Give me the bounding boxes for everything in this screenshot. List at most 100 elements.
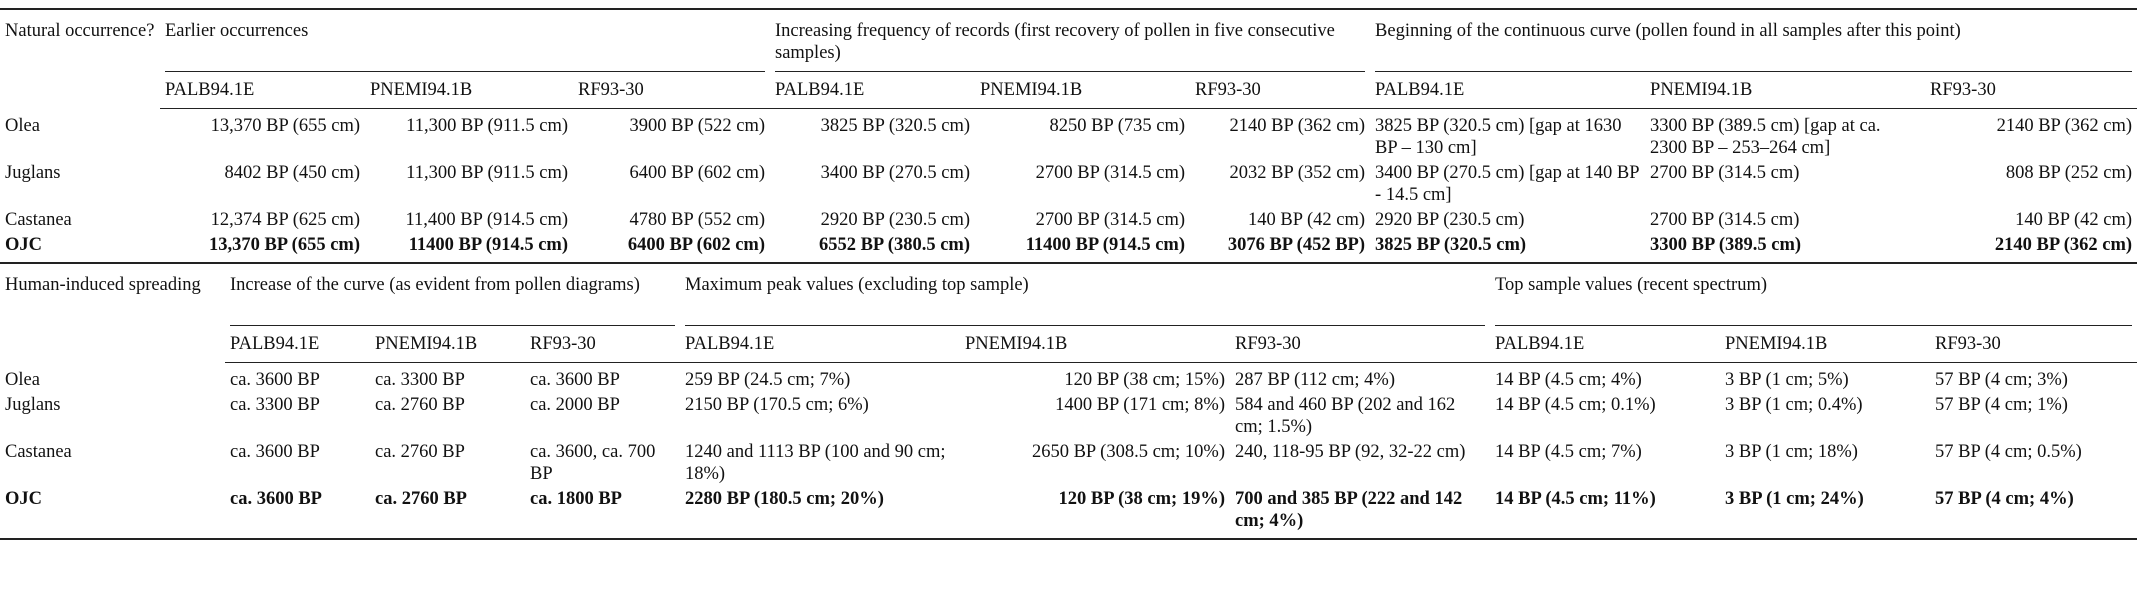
table-cell: 140 BP (42 cm) bbox=[1248, 210, 1366, 230]
table-cell: 6400 BP (602 cm) bbox=[627, 235, 765, 255]
table-cell: ca. 3600, ca. 700 BP bbox=[530, 442, 656, 484]
group-header-text: Beginning of the continuous curve (polle… bbox=[1375, 20, 2133, 72]
data-table: Human-induced spreading Increase of the c… bbox=[0, 264, 2137, 540]
table-cell: 259 BP (24.5 cm; 7%) bbox=[685, 370, 851, 390]
table-cell: 3076 BP (452 BP) bbox=[1227, 235, 1366, 255]
table-cell: 700 and 385 BP (222 and 142 cm; 4%) bbox=[1235, 489, 1463, 531]
table-cell: 11,400 BP (914.5 cm) bbox=[405, 210, 568, 230]
sub-header: PALB94.1E bbox=[1490, 326, 1721, 363]
table-row: Juglans 8402 BP (450 cm) 11,300 BP (911.5 … bbox=[0, 160, 2137, 207]
sub-header: PNEMI94.1B bbox=[975, 72, 1190, 109]
sub-header: RF93-30 bbox=[1930, 326, 2137, 363]
table-row: Juglans ca. 3300 BP ca. 2760 BP ca. 2000 BP… bbox=[0, 392, 2137, 439]
sub-header-row: PALB94.1E PNEMI94.1B RF93-30 PALB94.1E PNEMI… bbox=[0, 72, 2137, 109]
table-cell: 120 BP (38 cm; 19%) bbox=[1058, 489, 1226, 509]
table-row: Castanea ca. 3600 BP ca. 2760 BP ca. 3600, … bbox=[0, 439, 2137, 486]
table-cell: 3300 BP (389.5 cm) [gap at ca. 2300 BP –… bbox=[1650, 116, 1881, 158]
table-cell: 13,370 BP (655 cm) bbox=[210, 116, 360, 136]
group-header-text: Top sample values (recent spectrum) bbox=[1495, 274, 2133, 326]
table-cell: 3300 BP (389.5 cm) bbox=[1650, 235, 1802, 255]
group-header: Increase of the curve (as evident from p… bbox=[225, 264, 680, 326]
table-cell: ca. 3600 BP bbox=[230, 370, 320, 390]
table-body: Olea 13,370 BP (655 cm) 11,300 BP (911.5 c… bbox=[0, 109, 2137, 264]
table-cell: ca. 1800 BP bbox=[530, 489, 622, 509]
data-table: Natural occurrence? Earlier occurrences In… bbox=[0, 8, 2137, 264]
table-cell: 3400 BP (270.5 cm) bbox=[820, 163, 970, 183]
table-row: Castanea 12,374 BP (625 cm) 11,400 BP (914… bbox=[0, 207, 2137, 232]
table-cell: 14 BP (4.5 cm; 4%) bbox=[1495, 370, 1642, 390]
sub-header: PNEMI94.1B bbox=[1645, 72, 1926, 109]
group-header-text: Maximum peak values (excluding top sampl… bbox=[685, 274, 1486, 326]
table-cell: 3400 BP (270.5 cm) [gap at 140 BP - 14.5… bbox=[1375, 163, 1639, 205]
row-label: Olea bbox=[5, 369, 40, 390]
table-cell: 4780 BP (552 cm) bbox=[629, 210, 766, 230]
table-cell: 2700 BP (314.5 cm) bbox=[1650, 210, 1800, 230]
sub-header: PALB94.1E bbox=[770, 72, 975, 109]
row-label: OJC bbox=[5, 489, 42, 509]
sub-header: RF93-30 bbox=[525, 326, 681, 363]
table-cell: 2032 BP (352 cm) bbox=[1229, 163, 1366, 183]
table-cell: 11,300 BP (911.5 cm) bbox=[406, 163, 568, 183]
row-label: Castanea bbox=[5, 442, 72, 462]
table-cell: 3900 BP (522 cm) bbox=[629, 116, 766, 136]
table-cell: 2700 BP (314.5 cm) bbox=[1650, 163, 1800, 183]
table-cell: 8250 BP (735 cm) bbox=[1049, 116, 1186, 136]
table-cell: 287 BP (112 cm; 4%) bbox=[1235, 370, 1395, 390]
table-cell: 2280 BP (180.5 cm; 20%) bbox=[685, 489, 884, 509]
group-header: Maximum peak values (excluding top sampl… bbox=[680, 264, 1490, 326]
table-cell: ca. 3600 BP bbox=[230, 489, 322, 509]
table-cell: 2140 BP (362 cm) bbox=[1994, 235, 2133, 255]
table-cell: 3 BP (1 cm; 18%) bbox=[1725, 442, 1858, 462]
table-row: OJC 13,370 BP (655 cm) 11400 BP (914.5 cm)… bbox=[0, 232, 2137, 263]
corner-header: Human-induced spreading bbox=[5, 275, 201, 295]
table-cell: 6400 BP (602 cm) bbox=[629, 163, 766, 183]
sub-header: PNEMI94.1B bbox=[960, 326, 1231, 363]
group-header: Increasing frequency of records (first r… bbox=[770, 9, 1370, 72]
group-header: Beginning of the continuous curve (polle… bbox=[1370, 9, 2137, 72]
table-cell: 2920 BP (230.5 cm) bbox=[820, 210, 970, 230]
sub-header-row: PALB94.1E PNEMI94.1B RF93-30 PALB94.1E PNEMI… bbox=[0, 326, 2137, 363]
table-cell: 2140 BP (362 cm) bbox=[1996, 116, 2133, 136]
table-cell: 11400 BP (914.5 cm) bbox=[408, 235, 568, 255]
corner-header: Natural occurrence? bbox=[5, 21, 155, 41]
table-cell: ca. 2000 BP bbox=[530, 395, 620, 415]
table-row: Olea ca. 3600 BP ca. 3300 BP ca. 3600 BP 259… bbox=[0, 363, 2137, 393]
table-cell: 13,370 BP (655 cm) bbox=[208, 235, 360, 255]
table-cell: 14 BP (4.5 cm; 0.1%) bbox=[1495, 395, 1656, 415]
table-cell: ca. 3600 BP bbox=[530, 370, 620, 390]
table-cell: 240, 118-95 BP (92, 32-22 cm) bbox=[1235, 442, 1466, 462]
table-cell: 3 BP (1 cm; 5%) bbox=[1725, 370, 1849, 390]
table-cell: 2700 BP (314.5 cm) bbox=[1035, 163, 1185, 183]
group-header-row: Human-induced spreading Increase of the c… bbox=[0, 264, 2137, 326]
sub-header: RF93-30 bbox=[1925, 72, 2137, 109]
table-cell: 14 BP (4.5 cm; 11%) bbox=[1495, 489, 1656, 509]
table-row: OJC ca. 3600 BP ca. 2760 BP ca. 1800 BP 2280… bbox=[0, 486, 2137, 539]
sub-header: PALB94.1E bbox=[1370, 72, 1646, 109]
sub-header: PNEMI94.1B bbox=[365, 72, 573, 109]
group-header: Top sample values (recent spectrum) bbox=[1490, 264, 2137, 326]
table-cell: 57 BP (4 cm; 0.5%) bbox=[1935, 442, 2082, 462]
page-body: Natural occurrence? Earlier occurrences In… bbox=[0, 8, 2137, 613]
table-cell: 120 BP (38 cm; 15%) bbox=[1064, 370, 1226, 390]
sub-header: RF93-30 bbox=[573, 72, 770, 109]
table-cell: ca. 2760 BP bbox=[375, 489, 467, 509]
sub-header: RF93-30 bbox=[1230, 326, 1491, 363]
table-cell: 3 BP (1 cm; 0.4%) bbox=[1725, 395, 1863, 415]
row-label: OJC bbox=[5, 235, 42, 255]
sub-header: RF93-30 bbox=[1190, 72, 1371, 109]
group-header-text: Increase of the curve (as evident from p… bbox=[230, 274, 676, 326]
table-cell: 808 BP (252 cm) bbox=[2005, 163, 2133, 183]
table-cell: ca. 2760 BP bbox=[375, 442, 465, 462]
table-cell: 3825 BP (320.5 cm) bbox=[1375, 235, 1527, 255]
table-cell: 3825 BP (320.5 cm) [gap at 1630 BP – 130… bbox=[1375, 116, 1622, 158]
table-cell: 584 and 460 BP (202 and 162 cm; 1.5%) bbox=[1235, 395, 1456, 437]
row-label: Juglans bbox=[5, 163, 61, 183]
sub-header: PNEMI94.1B bbox=[1720, 326, 1931, 363]
row-label: Olea bbox=[5, 115, 40, 136]
group-header: Earlier occurrences bbox=[160, 9, 770, 72]
group-header-row: Natural occurrence? Earlier occurrences In… bbox=[0, 9, 2137, 72]
row-label: Castanea bbox=[5, 210, 72, 230]
table-cell: 2700 BP (314.5 cm) bbox=[1035, 210, 1185, 230]
table-cell: 3 BP (1 cm; 24%) bbox=[1725, 489, 1864, 509]
